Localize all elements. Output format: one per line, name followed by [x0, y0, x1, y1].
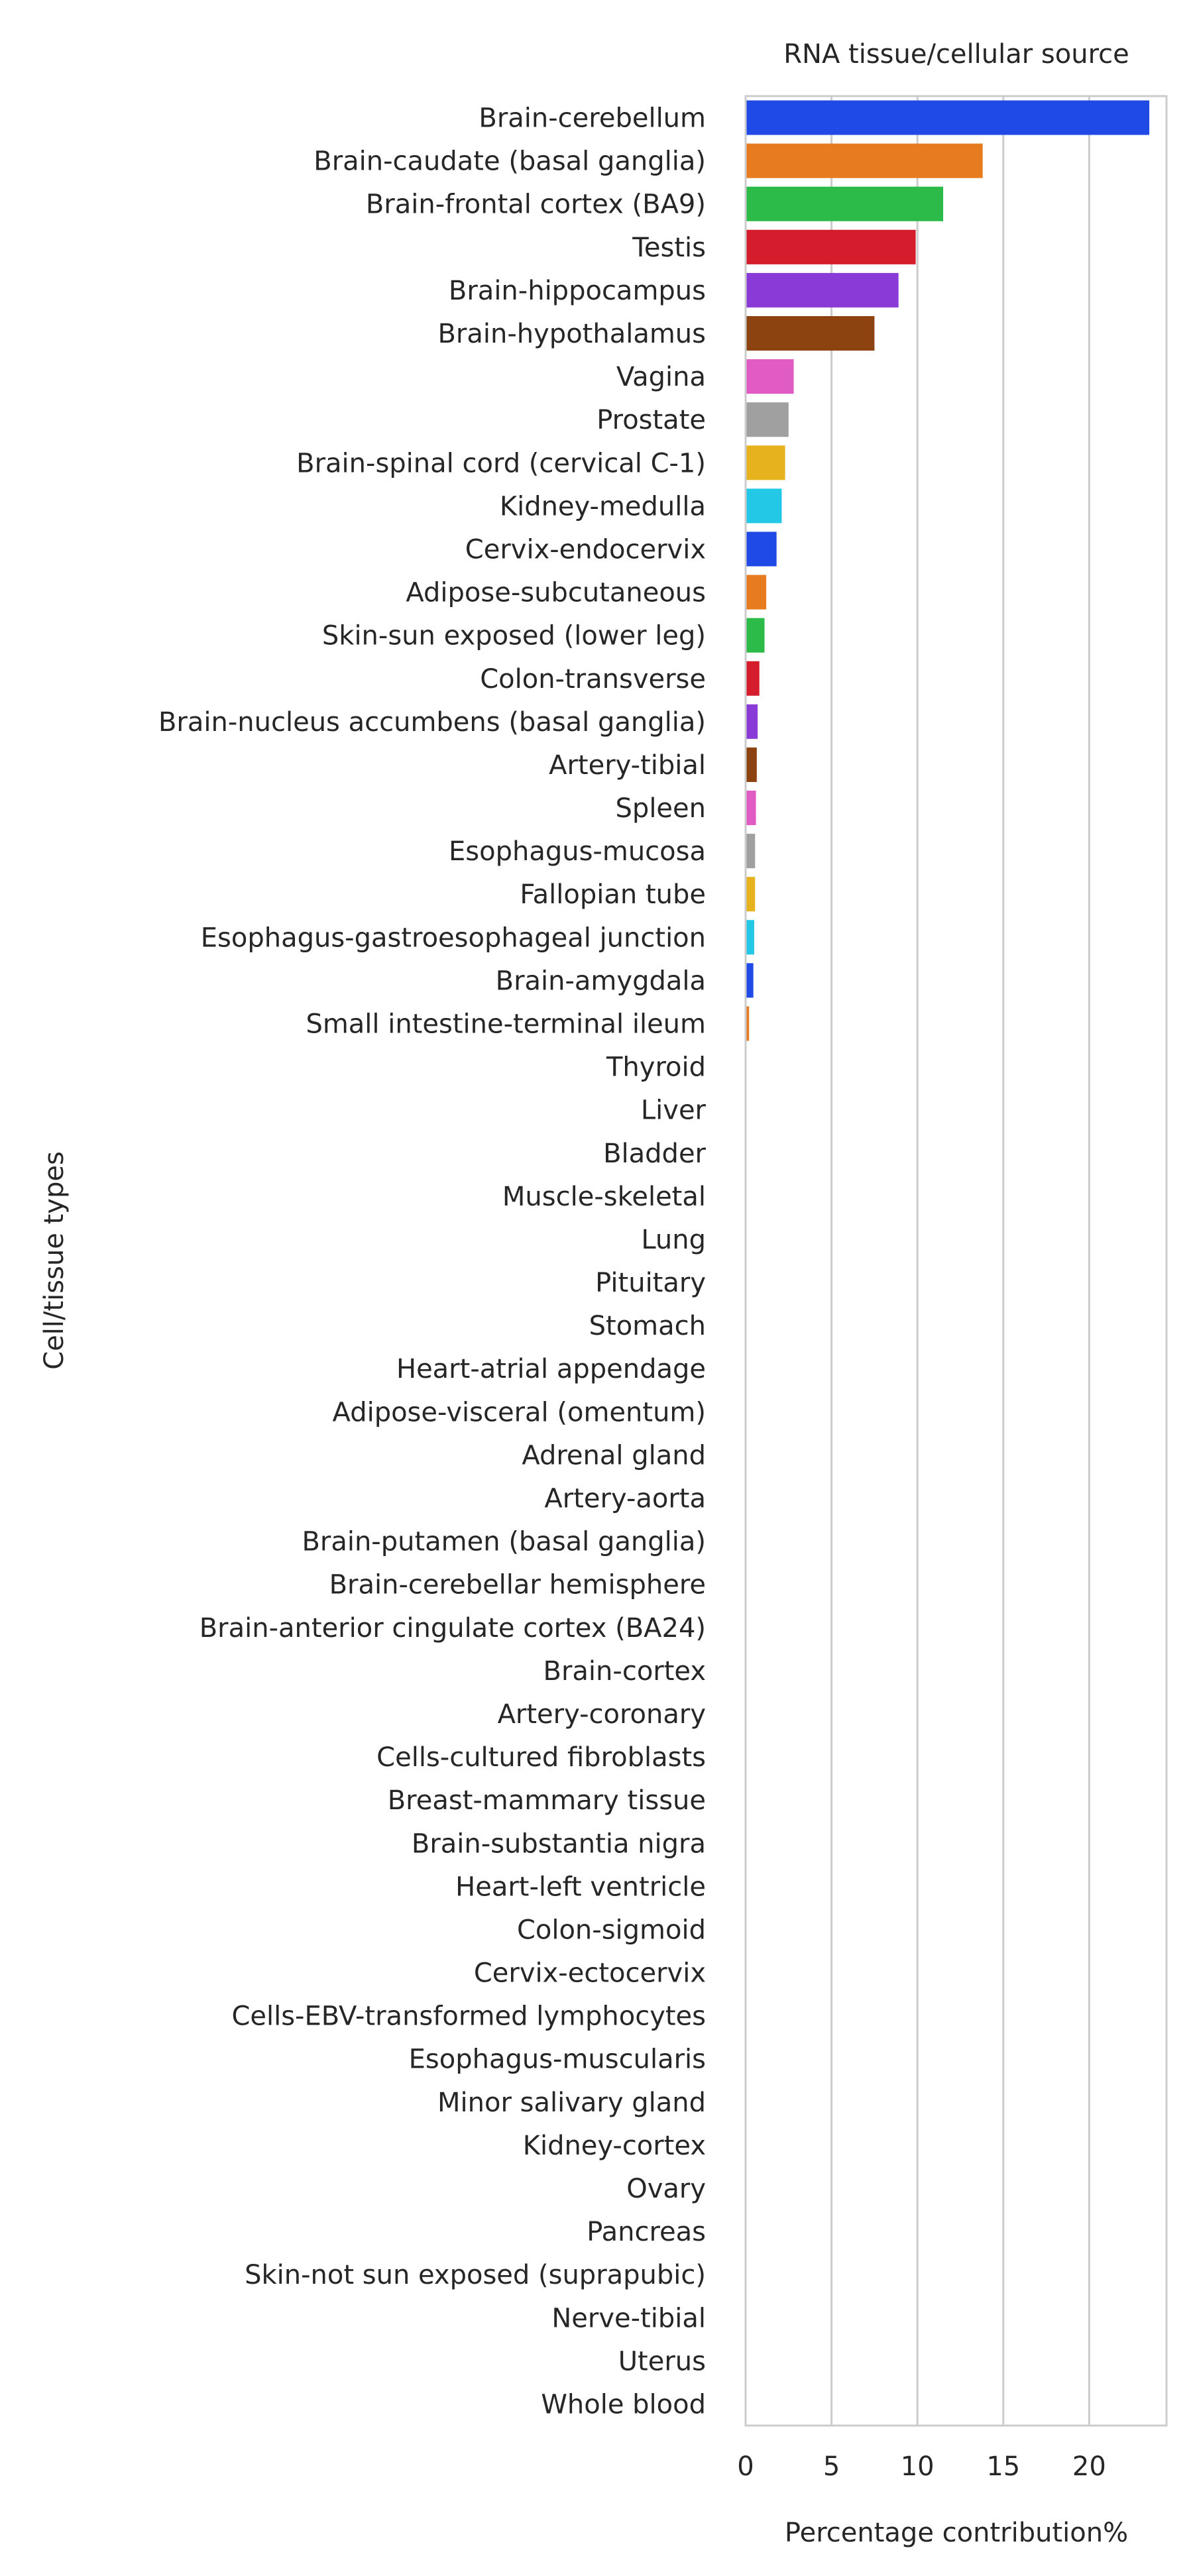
- category-label: Bladder: [603, 1139, 706, 1169]
- category-label: Brain-hypothalamus: [437, 319, 706, 349]
- bar: [746, 661, 760, 696]
- category-label: Breast-mammary tissue: [388, 1785, 706, 1816]
- category-label: Brain-hippocampus: [449, 276, 706, 306]
- x-tick-label: 15: [986, 2451, 1020, 2482]
- bar: [746, 229, 916, 264]
- category-label: Esophagus-muscularis: [409, 2044, 706, 2075]
- bar: [746, 402, 789, 437]
- category-label: Brain-putamen (basal ganglia): [302, 1527, 706, 1557]
- category-label: Colon-transverse: [480, 664, 706, 695]
- bar: [746, 532, 777, 567]
- category-label: Brain-amygdala: [496, 966, 706, 996]
- category-label: Brain-substantia nigra: [412, 1828, 706, 1859]
- x-tick-label: 10: [901, 2451, 935, 2482]
- category-label: Fallopian tube: [520, 879, 706, 910]
- bar: [746, 445, 785, 480]
- x-axis-label: Percentage contribution%: [785, 2518, 1128, 2548]
- category-label: Esophagus-gastroesophageal junction: [201, 923, 706, 953]
- category-label: Muscle-skeletal: [502, 1182, 706, 1212]
- category-label: Cervix-ectocervix: [474, 1958, 706, 1989]
- gridlines: [744, 96, 1090, 2426]
- x-tick-label: 20: [1072, 2451, 1106, 2482]
- category-label: Heart-left ventricle: [455, 1872, 706, 1902]
- bar: [746, 877, 756, 912]
- bar: [746, 272, 899, 308]
- category-label: Adipose-visceral (omentum): [333, 1397, 706, 1428]
- category-label: Kidney-cortex: [523, 2131, 706, 2161]
- category-label: Artery-aorta: [544, 1484, 706, 1514]
- category-label: Small intestine-terminal ileum: [306, 1009, 706, 1039]
- category-label: Uterus: [618, 2346, 706, 2377]
- category-labels: Brain-cerebellum Brain-caudate (basal gan…: [158, 103, 707, 2420]
- bar: [746, 790, 756, 826]
- category-label: Brain-spinal cord (cervical C-1): [296, 448, 706, 478]
- bar: [746, 920, 754, 955]
- category-label: Thyroid: [606, 1052, 706, 1083]
- bar: [746, 575, 767, 610]
- category-label: Brain-anterior cingulate cortex (BA24): [199, 1613, 706, 1644]
- bar: [746, 143, 983, 178]
- category-label: Prostate: [596, 405, 706, 435]
- category-label: Brain-nucleus accumbens (basal ganglia): [158, 707, 706, 738]
- x-tick-label: 5: [823, 2451, 840, 2482]
- category-label: Lung: [641, 1225, 706, 1255]
- x-tick-label: 0: [737, 2451, 754, 2482]
- category-label: Brain-cerebellar hemisphere: [329, 1570, 706, 1600]
- category-label: Cells-EBV-transformed lymphocytes: [231, 2001, 706, 2032]
- category-label: Whole blood: [541, 2389, 706, 2420]
- category-label: Brain-frontal cortex (BA9): [366, 190, 706, 220]
- category-label: Heart-atrial appendage: [396, 1354, 706, 1384]
- chart-title: RNA tissue/cellular source: [783, 39, 1129, 70]
- category-label: Pituitary: [595, 1268, 706, 1298]
- bar: [746, 100, 1150, 135]
- category-label: Brain-caudate (basal ganglia): [313, 146, 706, 177]
- bar: [746, 963, 754, 998]
- category-label: Artery-tibial: [549, 750, 706, 781]
- bar: [746, 1006, 750, 1041]
- bar: [746, 618, 765, 653]
- bar: [746, 359, 794, 394]
- category-label: Artery-coronary: [498, 1699, 706, 1730]
- category-label: Vagina: [616, 362, 706, 392]
- y-axis-label: Cell/tissue types: [39, 1151, 70, 1370]
- category-label: Brain-cerebellum: [479, 103, 706, 134]
- category-label: Minor salivary gland: [437, 2088, 706, 2118]
- category-label: Pancreas: [587, 2217, 706, 2247]
- bar: [746, 488, 782, 524]
- category-label: Cells-cultured fibroblasts: [376, 1742, 706, 1773]
- bars: [746, 100, 1150, 1041]
- category-label: Brain-cortex: [543, 1656, 706, 1687]
- category-label: Testis: [632, 233, 706, 263]
- category-label: Adipose-subcutaneous: [406, 578, 706, 608]
- category-label: Spleen: [616, 793, 706, 824]
- category-label: Ovary: [626, 2174, 706, 2204]
- category-label: Liver: [641, 1095, 707, 1126]
- category-label: Skin-not sun exposed (suprapubic): [245, 2260, 706, 2290]
- category-label: Nerve-tibial: [551, 2303, 706, 2333]
- plot-frame: [744, 95, 1168, 2427]
- category-label: Kidney-medulla: [500, 491, 706, 522]
- bar: [746, 315, 875, 351]
- x-tick-labels: 0 5 10 15 20: [737, 2451, 1106, 2482]
- category-label: Skin-sun exposed (lower leg): [322, 621, 706, 651]
- category-label: Colon-sigmoid: [517, 1915, 706, 1945]
- bar: [746, 834, 756, 869]
- bar: [746, 186, 944, 221]
- category-label: Adrenal gland: [522, 1440, 706, 1471]
- category-label: Cervix-endocervix: [465, 534, 706, 565]
- category-label: Stomach: [589, 1311, 706, 1341]
- bar: [746, 704, 758, 739]
- bar: [746, 747, 757, 782]
- category-label: Esophagus-mucosa: [449, 836, 706, 867]
